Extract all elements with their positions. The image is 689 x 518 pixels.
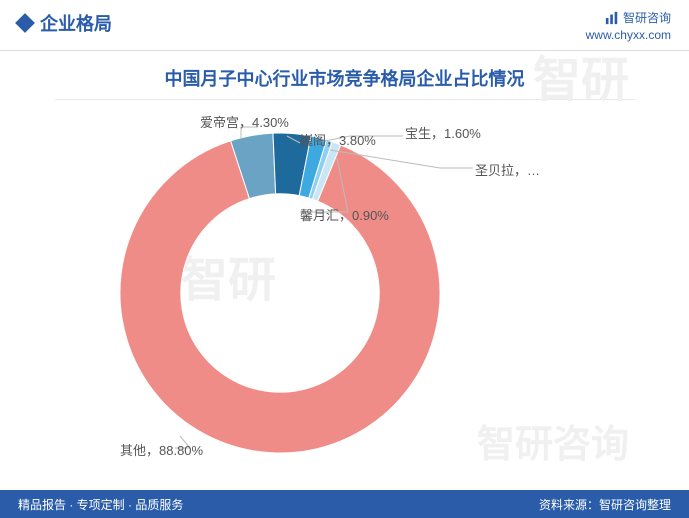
footer-left: 精品报告 · 专项定制 · 品质服务: [18, 496, 183, 513]
section-title: 企业格局: [40, 10, 112, 36]
slice-label-other: 其他，88.80%: [120, 440, 203, 459]
header: 企业格局 智研咨询 www.chyxx.com: [0, 0, 689, 51]
footer: 精品报告 · 专项定制 · 品质服务 资料来源：智研咨询整理: [0, 490, 689, 518]
bar-chart-icon: [605, 11, 619, 25]
header-right: 智研咨询 www.chyxx.com: [586, 10, 671, 44]
brand-name: 智研咨询: [623, 10, 671, 27]
footer-right: 资料来源：智研咨询整理: [539, 496, 671, 513]
donut-chart: [115, 128, 445, 458]
slice-label-weige: 巍阁，3.80%: [300, 130, 376, 149]
slice-label-baosheng: 宝生，1.60%: [405, 123, 481, 142]
chart-title: 中国月子中心行业市场竞争格局企业占比情况: [0, 51, 689, 99]
diamond-icon: [15, 13, 35, 33]
header-left: 企业格局: [18, 10, 112, 36]
slice-label-aidigong: 爱帝宫，4.30%: [200, 112, 289, 131]
brand-url: www.chyxx.com: [586, 27, 671, 44]
slice-label-xinyuehui: 馨月汇，0.90%: [300, 205, 389, 224]
slice-label-shengbeila: 圣贝拉，…: [475, 160, 540, 179]
chart-area: 爱帝宫，4.30% 巍阁，3.80% 宝生，1.60% 圣贝拉，… 馨月汇，0.…: [0, 100, 689, 480]
